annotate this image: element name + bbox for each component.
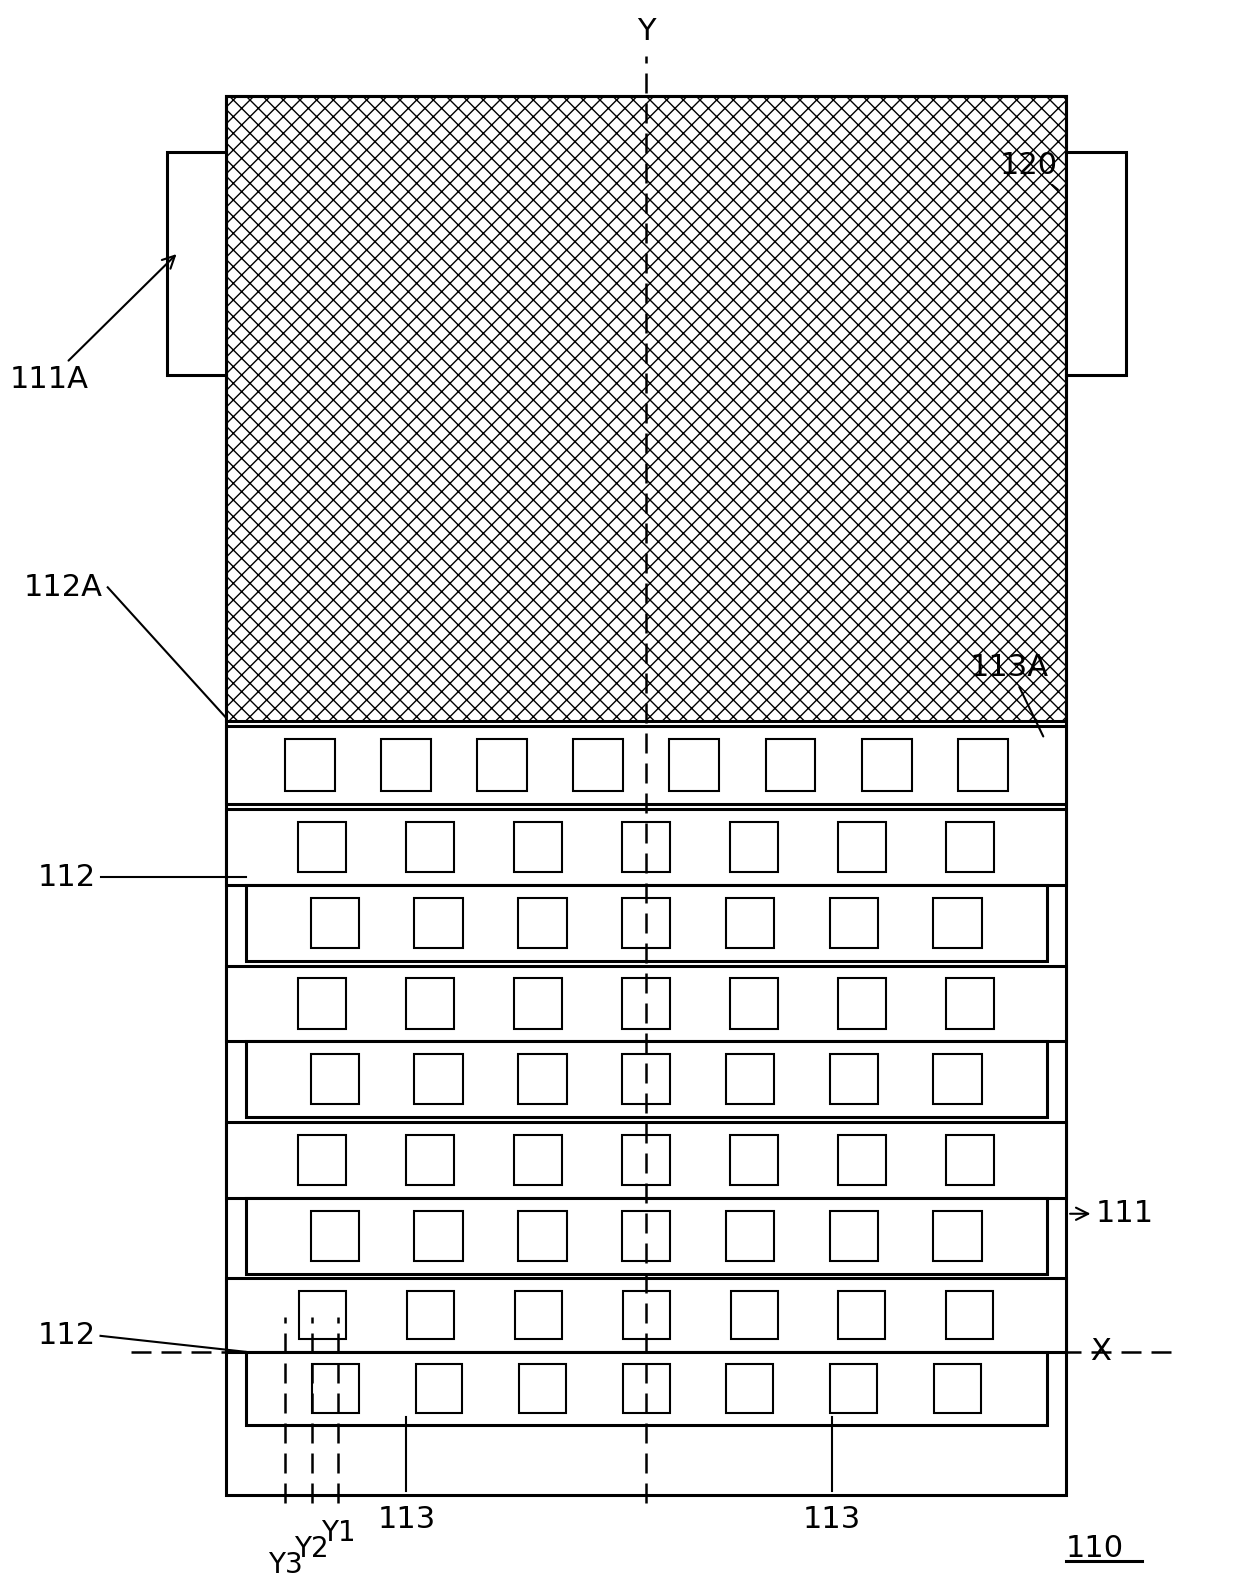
Bar (573, 739, 624, 792)
Bar (622, 1055, 671, 1104)
Text: 111A: 111A (10, 255, 175, 394)
Text: 112: 112 (37, 1321, 95, 1350)
Bar (730, 822, 779, 871)
Text: 120: 120 (1001, 152, 1058, 190)
Bar (518, 1055, 567, 1104)
Bar (725, 1211, 774, 1261)
Bar (838, 822, 887, 871)
Bar (515, 822, 563, 871)
Bar (405, 1135, 455, 1184)
Bar (946, 978, 994, 1028)
Bar (227, 966, 1066, 1042)
Bar (934, 1365, 981, 1412)
Bar (515, 1291, 562, 1339)
Bar (227, 1278, 1066, 1352)
Bar (520, 1365, 567, 1412)
Bar (725, 1055, 774, 1104)
Text: 113: 113 (377, 1505, 435, 1534)
Bar (285, 739, 335, 792)
Bar (959, 739, 1008, 792)
Text: Y: Y (637, 18, 656, 46)
Bar (415, 1365, 463, 1412)
Bar (518, 1211, 567, 1261)
Bar (730, 1135, 779, 1184)
Bar (405, 978, 455, 1028)
Text: X: X (1090, 1337, 1111, 1366)
Bar (670, 739, 719, 792)
Bar (622, 822, 671, 871)
Bar (622, 1211, 671, 1261)
Bar (246, 1352, 1047, 1425)
Bar (730, 978, 779, 1028)
Bar (515, 978, 563, 1028)
Bar (312, 1365, 358, 1412)
Bar (227, 96, 1066, 721)
Text: Y1: Y1 (321, 1519, 356, 1548)
Bar (407, 1291, 454, 1339)
Text: Y3: Y3 (268, 1551, 303, 1580)
Bar (765, 739, 816, 792)
Bar (405, 822, 455, 871)
Bar (298, 978, 346, 1028)
Text: 112A: 112A (24, 573, 103, 602)
Bar (946, 1291, 993, 1339)
Bar (934, 899, 982, 948)
Bar (299, 1291, 346, 1339)
Bar (838, 978, 887, 1028)
Text: 112: 112 (37, 862, 95, 892)
Bar (934, 1055, 982, 1104)
Bar (414, 1211, 463, 1261)
Bar (725, 899, 774, 948)
Bar (730, 1291, 777, 1339)
Bar (830, 1365, 877, 1412)
Bar (946, 1135, 994, 1184)
Bar (946, 822, 994, 871)
Bar (830, 1055, 878, 1104)
Text: 110: 110 (1066, 1534, 1125, 1562)
Bar (227, 726, 1066, 804)
Bar (622, 1291, 670, 1339)
Text: Y2: Y2 (294, 1535, 329, 1564)
Bar (227, 96, 1066, 1495)
Bar (515, 1135, 563, 1184)
Bar (311, 1055, 360, 1104)
Bar (227, 809, 1066, 884)
Bar (862, 739, 911, 792)
Bar (518, 899, 567, 948)
Bar (298, 822, 346, 871)
Bar (727, 1365, 774, 1412)
Bar (246, 1197, 1047, 1274)
Bar (622, 1135, 671, 1184)
Bar (166, 152, 227, 375)
Bar (246, 884, 1047, 961)
Text: 113A: 113A (970, 653, 1049, 736)
Bar (934, 1211, 982, 1261)
Bar (246, 1042, 1047, 1117)
Bar (414, 1055, 463, 1104)
Bar (1066, 152, 1126, 375)
Bar (227, 1122, 1066, 1197)
Bar (830, 899, 878, 948)
Text: 111: 111 (1070, 1199, 1154, 1229)
Bar (622, 978, 671, 1028)
Bar (838, 1291, 885, 1339)
Text: 113: 113 (804, 1505, 862, 1534)
Bar (298, 1135, 346, 1184)
Bar (414, 899, 463, 948)
Bar (622, 899, 671, 948)
Bar (311, 899, 360, 948)
Bar (311, 1211, 360, 1261)
Bar (830, 1211, 878, 1261)
Bar (838, 1135, 887, 1184)
Bar (622, 1365, 670, 1412)
Bar (477, 739, 527, 792)
Bar (381, 739, 430, 792)
